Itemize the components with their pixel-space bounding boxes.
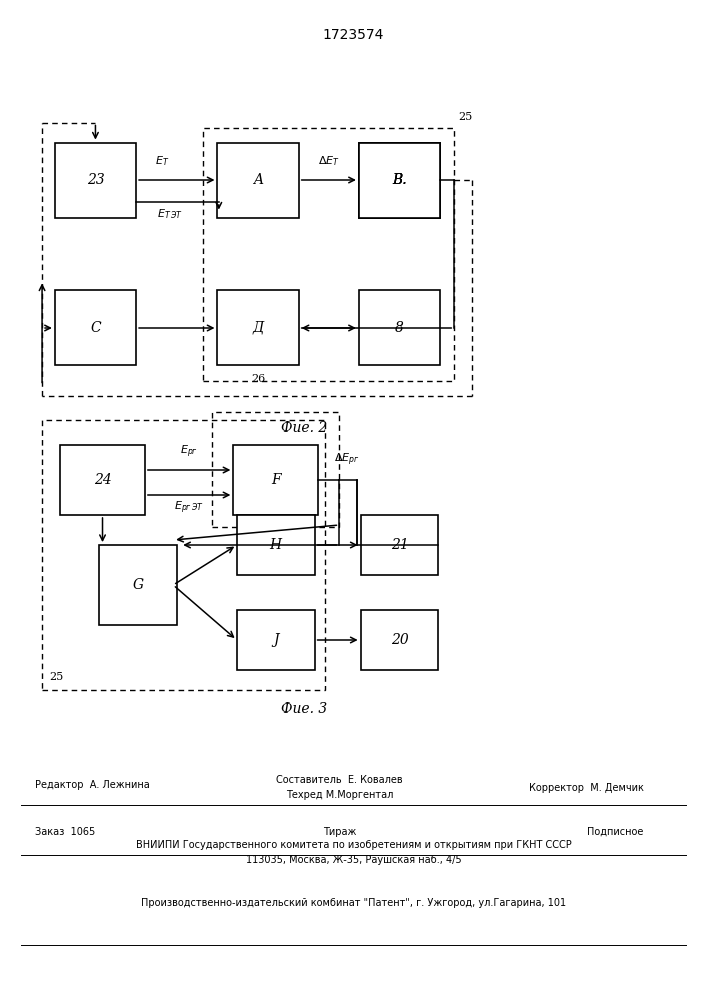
Bar: [99, 545, 177, 625]
Text: Фие. 3: Фие. 3: [281, 702, 327, 716]
Bar: [212, 412, 339, 527]
Text: 21: 21: [390, 538, 409, 552]
Text: C: C: [90, 321, 101, 335]
Bar: [358, 290, 440, 365]
Text: $\Delta E_{рг}$: $\Delta E_{рг}$: [334, 452, 359, 468]
Text: Производственно-издательский комбинат "Патент", г. Ужгород, ул.Гагарина, 101: Производственно-издательский комбинат "П…: [141, 898, 566, 908]
Text: Корректор  М. Демчик: Корректор М. Демчик: [530, 783, 644, 793]
Bar: [237, 610, 315, 670]
Text: 25: 25: [457, 112, 472, 122]
Text: B.: B.: [392, 173, 407, 187]
Bar: [55, 290, 136, 365]
Text: A: A: [253, 173, 263, 187]
Text: $E_{T\,ЭТ}$: $E_{T\,ЭТ}$: [157, 207, 182, 221]
Bar: [55, 142, 136, 218]
Text: 113035, Москва, Ж-35, Раушская наб., 4/5: 113035, Москва, Ж-35, Раушская наб., 4/5: [246, 855, 461, 865]
Text: ВНИИПИ Государственного комитета по изобретениям и открытиям при ГКНТ СССР: ВНИИПИ Государственного комитета по изоб…: [136, 840, 571, 850]
Bar: [361, 610, 438, 670]
Bar: [204, 128, 454, 380]
Text: G: G: [132, 578, 144, 592]
Text: Фие. 2: Фие. 2: [281, 420, 327, 434]
Bar: [218, 290, 298, 365]
Text: H: H: [269, 538, 282, 552]
Text: 24: 24: [93, 473, 112, 487]
Text: F: F: [271, 473, 281, 487]
Text: $\Delta E_T$: $\Delta E_T$: [318, 154, 339, 168]
Text: $E_{рг}$: $E_{рг}$: [180, 444, 198, 460]
Text: $E_{рг\,ЭТ}$: $E_{рг\,ЭТ}$: [174, 500, 204, 516]
Text: J: J: [273, 633, 279, 647]
Text: $E_T$: $E_T$: [156, 154, 170, 168]
Text: Подписное: Подписное: [587, 827, 643, 837]
Text: 23: 23: [86, 173, 105, 187]
Bar: [361, 515, 438, 575]
Bar: [358, 142, 440, 218]
Text: 1723574: 1723574: [323, 28, 384, 42]
Bar: [358, 142, 440, 218]
Text: Техред М.Моргентал: Техред М.Моргентал: [286, 790, 393, 800]
Text: Д: Д: [252, 321, 264, 335]
Bar: [60, 445, 145, 515]
Text: 26: 26: [251, 373, 265, 383]
Bar: [237, 515, 315, 575]
Text: B.: B.: [392, 173, 407, 187]
Bar: [358, 142, 440, 218]
Bar: [218, 142, 298, 218]
Text: 8: 8: [395, 321, 404, 335]
Text: Тираж: Тираж: [322, 827, 356, 837]
Text: Составитель  Е. Ковалев: Составитель Е. Ковалев: [276, 775, 403, 785]
Text: 20: 20: [390, 633, 409, 647]
Text: Заказ  1065: Заказ 1065: [35, 827, 95, 837]
Text: Редактор  А. Лежнина: Редактор А. Лежнина: [35, 780, 150, 790]
Bar: [42, 420, 325, 690]
Bar: [233, 445, 318, 515]
Text: 25: 25: [49, 672, 64, 682]
Text: B.: B.: [392, 173, 407, 187]
